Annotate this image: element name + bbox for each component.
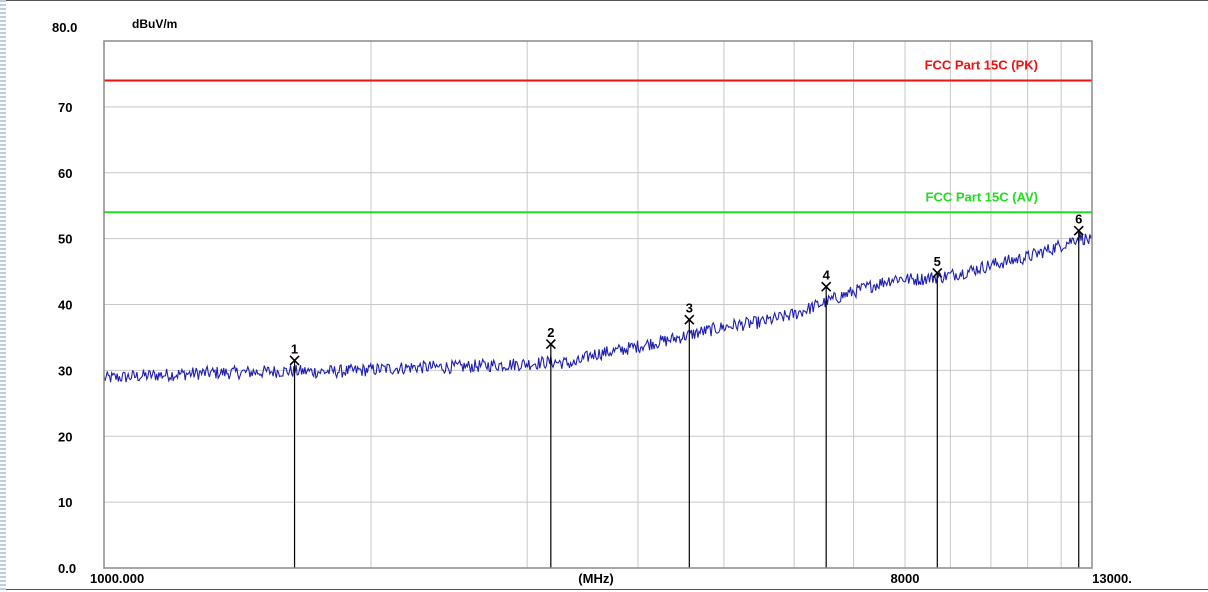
y-tick-label-top: 80.0 — [52, 20, 77, 35]
limit-lines: FCC Part 15C (PK) FCC Part 15C (AV) — [104, 58, 1092, 214]
y-tick-label: 20 — [58, 429, 72, 444]
y-tick-label: 40 — [58, 298, 72, 313]
marker-6-cross — [1073, 225, 1084, 236]
x-tick-label: 13000. — [1092, 571, 1132, 586]
marker-6-label: 6 — [1075, 212, 1082, 227]
marker-5-label: 5 — [934, 254, 941, 269]
y-axis-unit: dBuV/m — [132, 17, 177, 31]
marker-2-cross — [545, 338, 556, 350]
y-tick-label: 50 — [58, 232, 72, 247]
marker-1-cross — [289, 355, 300, 366]
grid-lines — [104, 41, 1092, 568]
marker-4-label: 4 — [823, 268, 831, 283]
axis-labels: dBuV/m (MHz) 80.0 70 60 50 40 30 20 10 0.0 1000.… — [52, 17, 1132, 586]
markers: 1 2 3 4 5 6 — [289, 212, 1084, 568]
y-tick-label: 70 — [58, 100, 72, 115]
window-bottom-border — [0, 589, 1208, 590]
y-tick-label: 60 — [58, 166, 72, 181]
limit-line-label: FCC Part 15C (AV) — [926, 189, 1038, 204]
window-top-border — [0, 0, 1208, 1]
window-left-edge — [0, 0, 6, 592]
y-tick-label: 30 — [58, 363, 72, 378]
emission-trace — [103, 231, 1093, 383]
x-tick-label: 8000 — [891, 571, 920, 586]
y-tick-label: 10 — [58, 495, 72, 510]
marker-1-label: 1 — [291, 341, 298, 356]
plot-border — [103, 40, 1093, 569]
limit-line-label: FCC Part 15C (PK) — [925, 58, 1038, 73]
marker-5-cross — [932, 267, 943, 278]
marker-2-label: 2 — [547, 325, 554, 340]
marker-3-label: 3 — [686, 301, 693, 316]
x-axis-unit: (MHz) — [578, 571, 613, 586]
x-tick-label: 1000.000 — [90, 571, 144, 586]
y-tick-label: 0.0 — [58, 561, 76, 576]
marker-4-cross — [821, 281, 832, 292]
marker-3-cross — [684, 314, 695, 325]
